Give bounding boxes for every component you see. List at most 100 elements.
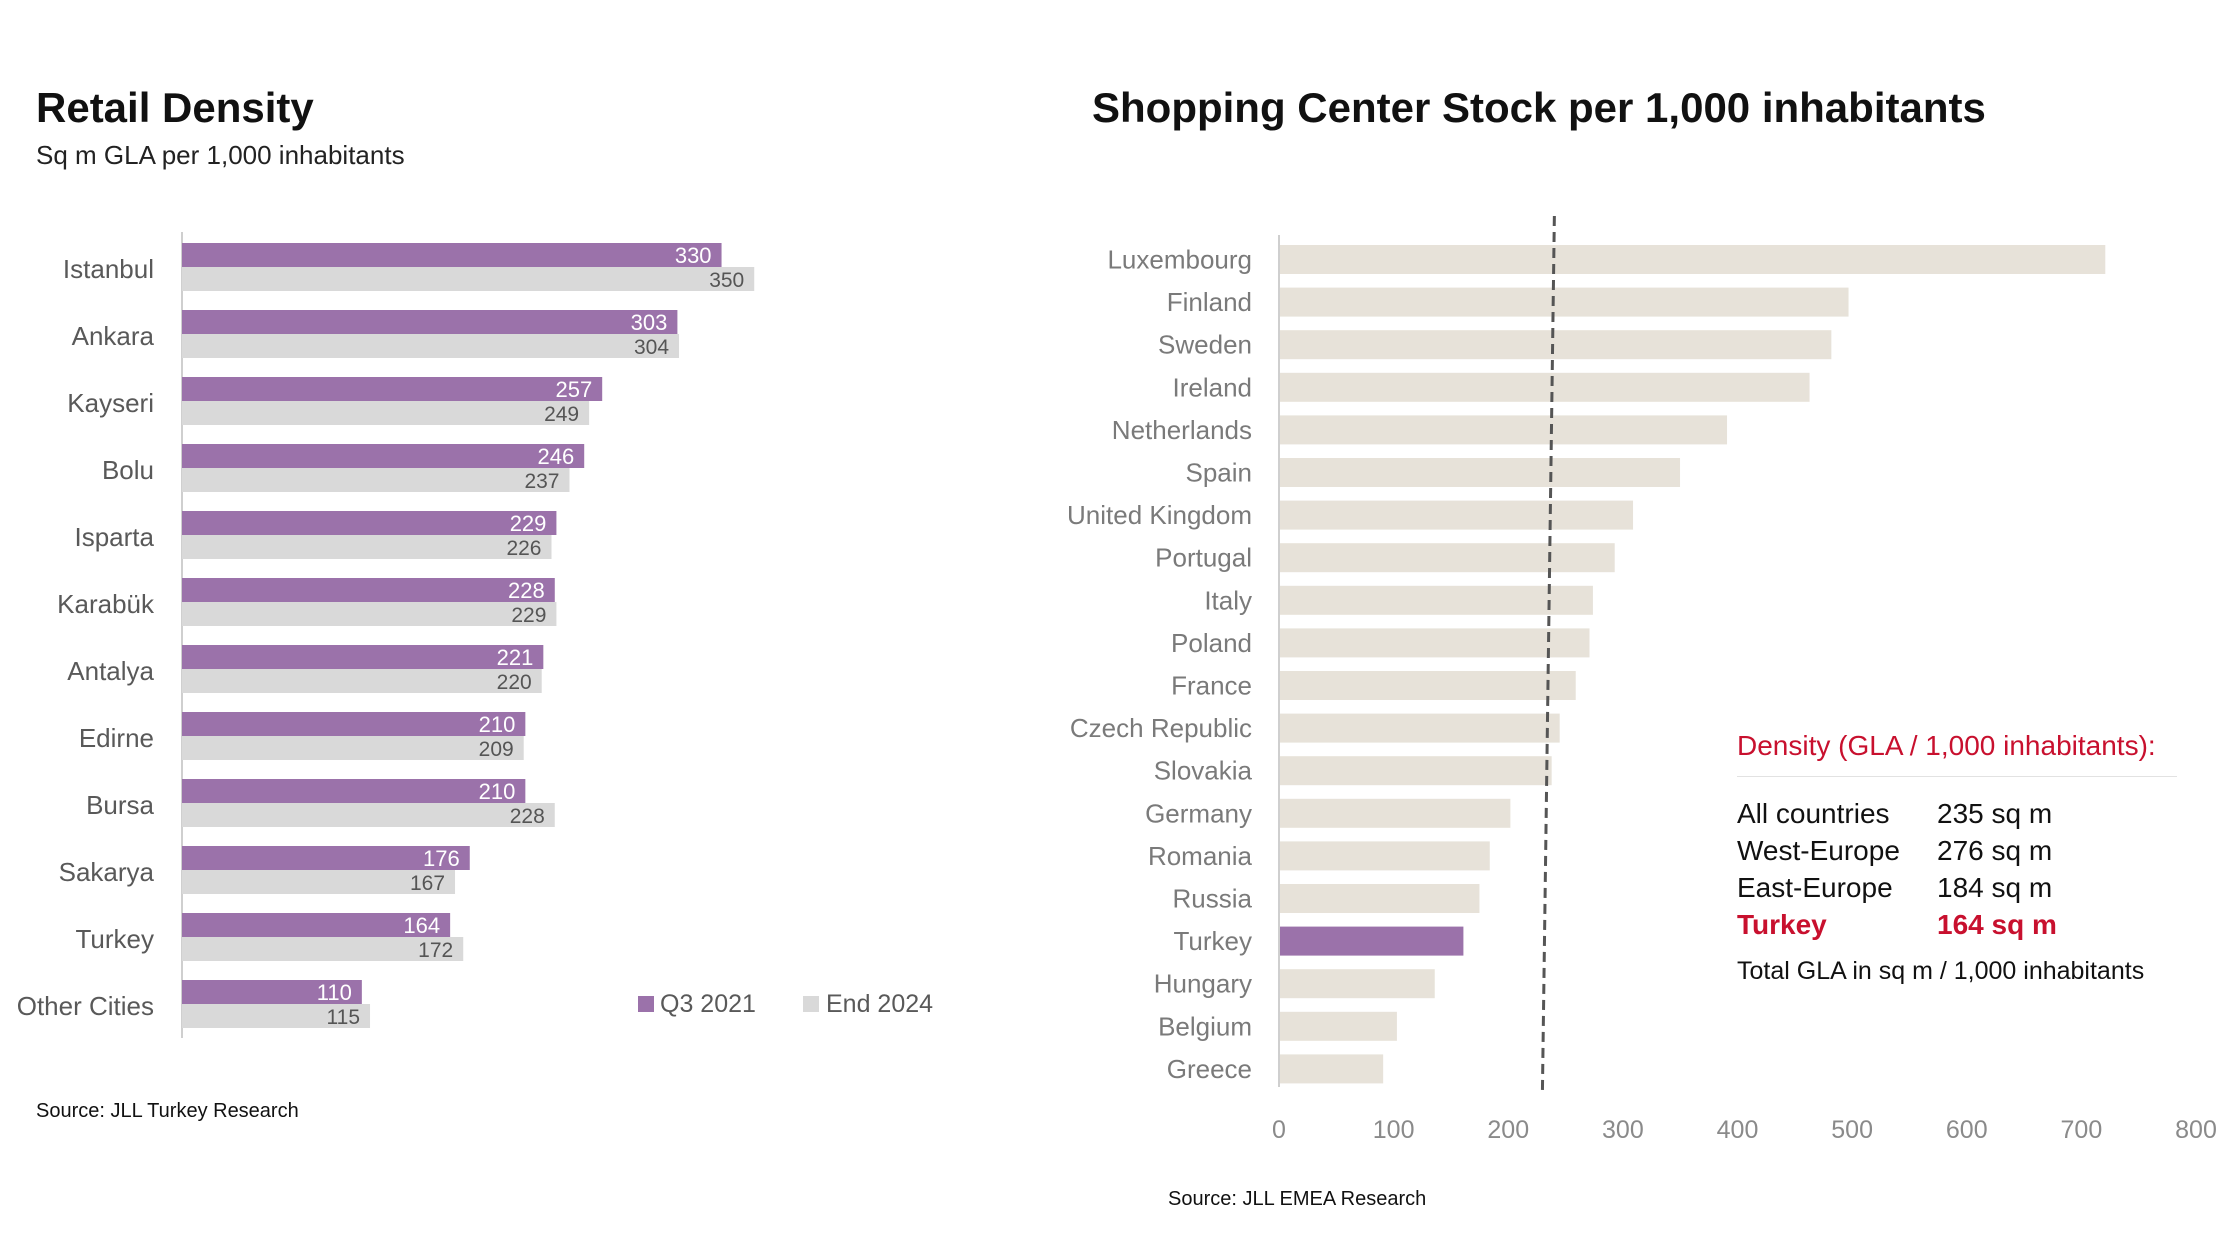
density-note: Total GLA in sq m / 1,000 inhabitants bbox=[1737, 957, 2145, 985]
bar-luxembourg bbox=[1280, 245, 2106, 274]
density-row-label: East-Europe bbox=[1737, 872, 1893, 903]
data-label-end-2024-bolu: 237 bbox=[524, 470, 559, 493]
bar-q3-2021-bursa bbox=[182, 779, 526, 803]
category-label-luxembourg: Luxembourg bbox=[1107, 245, 1252, 275]
density-row-value: 235 sq m bbox=[1937, 798, 2053, 829]
bar-ireland bbox=[1280, 372, 1810, 402]
category-label-ireland: Ireland bbox=[1173, 372, 1253, 402]
category-label-sakarya: Sakarya bbox=[59, 857, 155, 887]
bar-hungary bbox=[1280, 969, 1435, 999]
bar-sweden bbox=[1280, 330, 1832, 360]
data-label-q3-2021-bolu: 246 bbox=[537, 444, 574, 469]
category-label-antalya: Antalya bbox=[67, 656, 154, 686]
category-label-greece: Greece bbox=[1167, 1054, 1252, 1084]
bar-end-2024-edirne bbox=[182, 736, 524, 760]
bar-q3-2021-isparta bbox=[182, 511, 557, 535]
data-label-end-2024-ankara: 304 bbox=[634, 336, 669, 359]
density-row-all-countries: All countries 235 sq m bbox=[1737, 795, 2177, 832]
bar-q3-2021-ankara bbox=[182, 310, 678, 334]
category-label-bursa: Bursa bbox=[86, 790, 154, 820]
bar-romania bbox=[1280, 841, 1490, 871]
x-tick-label-200: 200 bbox=[1487, 1116, 1529, 1144]
data-label-q3-2021-karabuk: 228 bbox=[508, 578, 545, 603]
bar-q3-2021-karabuk bbox=[182, 578, 555, 602]
data-label-end-2024-istanbul: 350 bbox=[709, 269, 744, 292]
data-label-end-2024-edirne: 209 bbox=[479, 738, 514, 761]
bar-poland bbox=[1280, 628, 1590, 658]
density-row-label: West-Europe bbox=[1737, 835, 1900, 866]
category-label-russia: Russia bbox=[1173, 884, 1253, 914]
category-label-czech-republic: Czech Republic bbox=[1070, 713, 1252, 743]
category-label-france: France bbox=[1171, 671, 1252, 701]
data-label-q3-2021-sakarya: 176 bbox=[423, 846, 460, 871]
category-label-kayseri: Kayseri bbox=[67, 388, 154, 418]
category-label-spain: Spain bbox=[1186, 458, 1253, 488]
x-tick-label-700: 700 bbox=[2061, 1116, 2103, 1144]
bar-spain bbox=[1280, 458, 1681, 487]
density-row-value: 184 sq m bbox=[1937, 872, 2053, 903]
legend-swatch-q3-2021 bbox=[638, 996, 654, 1012]
left-chart-title: Retail Density bbox=[36, 84, 314, 131]
left-chart-subtitle: Sq m GLA per 1,000 inhabitants bbox=[36, 140, 405, 170]
data-label-q3-2021-antalya: 221 bbox=[497, 645, 534, 670]
data-label-end-2024-turkey: 172 bbox=[418, 939, 453, 962]
bar-q3-2021-istanbul bbox=[182, 243, 722, 267]
bar-netherlands bbox=[1280, 415, 1728, 445]
bar-end-2024-bolu bbox=[182, 468, 570, 492]
data-label-q3-2021-isparta: 229 bbox=[510, 511, 547, 536]
bar-germany bbox=[1280, 798, 1511, 828]
x-tick-label-400: 400 bbox=[1717, 1116, 1759, 1144]
bar-q3-2021-edirne bbox=[182, 712, 526, 736]
data-label-end-2024-other-cities: 115 bbox=[327, 1006, 360, 1029]
category-label-belgium: Belgium bbox=[1158, 1011, 1252, 1041]
density-summary-box: Density (GLA / 1,000 inhabitants): All c… bbox=[1737, 730, 2177, 986]
density-row-value: 276 sq m bbox=[1937, 835, 2053, 866]
x-tick-label-600: 600 bbox=[1946, 1116, 1988, 1144]
category-label-finland: Finland bbox=[1167, 287, 1252, 317]
bar-end-2024-ankara bbox=[182, 334, 680, 358]
bar-turkey bbox=[1280, 926, 1464, 956]
bar-end-2024-sakarya bbox=[182, 870, 456, 894]
category-label-turkey: Turkey bbox=[1174, 926, 1253, 956]
bar-end-2024-other-cities bbox=[182, 1004, 371, 1028]
density-row-label: All countries bbox=[1737, 798, 1890, 829]
category-label-karabuk: Karabük bbox=[57, 589, 155, 619]
left-source: Source: JLL Turkey Research bbox=[36, 1100, 299, 1122]
bar-russia bbox=[1280, 884, 1480, 913]
bar-end-2024-kayseri bbox=[182, 401, 590, 425]
category-label-hungary: Hungary bbox=[1154, 969, 1252, 999]
x-tick-label-300: 300 bbox=[1602, 1116, 1644, 1144]
reference-line-all-countries bbox=[1540, 215, 1556, 1096]
density-rows: All countries 235 sq m West-Europe 276 sq m… bbox=[1737, 795, 2177, 943]
category-label-istanbul: Istanbul bbox=[63, 254, 154, 284]
category-label-sweden: Sweden bbox=[1158, 330, 1252, 360]
data-label-q3-2021-turkey: 164 bbox=[403, 913, 440, 938]
bar-end-2024-antalya bbox=[182, 669, 542, 693]
bar-portugal bbox=[1280, 543, 1615, 573]
bar-finland bbox=[1280, 287, 1849, 317]
bar-end-2024-bursa bbox=[182, 803, 555, 827]
data-label-end-2024-kayseri: 249 bbox=[544, 403, 579, 426]
bar-q3-2021-turkey bbox=[182, 913, 451, 937]
category-label-portugal: Portugal bbox=[1155, 543, 1252, 573]
density-heading: Density (GLA / 1,000 inhabitants): bbox=[1737, 730, 2177, 777]
data-label-q3-2021-kayseri: 257 bbox=[555, 377, 592, 402]
density-row-east-europe: East-Europe 184 sq m bbox=[1737, 869, 2177, 906]
data-label-end-2024-isparta: 226 bbox=[506, 537, 541, 560]
bar-italy bbox=[1280, 585, 1593, 615]
bar-end-2024-turkey bbox=[182, 937, 464, 961]
bar-q3-2021-antalya bbox=[182, 645, 544, 669]
category-label-romania: Romania bbox=[1148, 841, 1253, 871]
bar-q3-2021-sakarya bbox=[182, 846, 470, 870]
category-label-bolu: Bolu bbox=[102, 455, 154, 485]
density-row-label: Turkey bbox=[1737, 909, 1827, 940]
data-label-end-2024-karabuk: 229 bbox=[511, 604, 546, 627]
category-label-united-kingdom: United Kingdom bbox=[1067, 500, 1252, 530]
bar-q3-2021-kayseri bbox=[182, 377, 603, 401]
density-row-west-europe: West-Europe 276 sq m bbox=[1737, 832, 2177, 869]
bar-czech-republic bbox=[1280, 713, 1560, 743]
x-tick-label-500: 500 bbox=[1831, 1116, 1873, 1144]
data-label-end-2024-bursa: 228 bbox=[510, 805, 545, 828]
density-row-value: 164 sq m bbox=[1937, 909, 2057, 940]
